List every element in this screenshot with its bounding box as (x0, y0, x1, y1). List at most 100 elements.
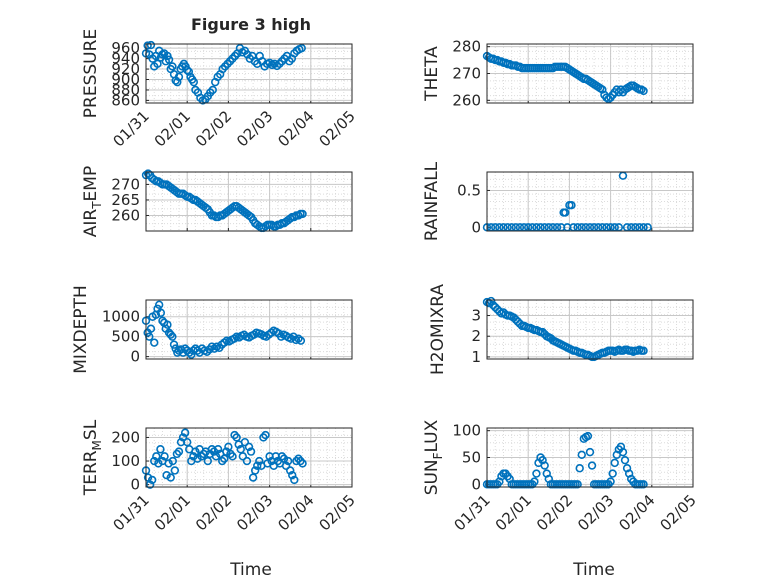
x-tick-label: 02/03 (574, 491, 617, 534)
data-point (248, 473, 258, 482)
data-point (178, 433, 188, 442)
data-point (573, 480, 582, 489)
y-tick-label: 100 (111, 452, 140, 470)
axes-frame (486, 299, 694, 360)
x-axis-label-left: Time (229, 560, 272, 580)
data-point (174, 447, 184, 456)
data-point (154, 459, 163, 468)
data-point (567, 200, 576, 210)
y-tick-label: 260 (452, 91, 481, 109)
x-tick-label: 02/05 (316, 491, 359, 534)
y-tick-label: 920 (111, 60, 140, 78)
panel-rainfall: 0.5 0 RAINFALL (422, 161, 694, 241)
data-point (145, 480, 155, 489)
x-tick-label: 01/31 (110, 107, 153, 150)
y-tick-label: 880 (111, 81, 140, 99)
data-point (202, 347, 212, 357)
data-point (577, 450, 586, 460)
y-tick-label: 3 (471, 307, 481, 325)
data-point (606, 477, 615, 486)
x-tick-label: 02/02 (192, 491, 235, 534)
data-point (244, 442, 254, 452)
y-axis-label-tail: SL (81, 419, 101, 440)
data-point (166, 473, 175, 482)
data-point (281, 461, 291, 470)
data-point (168, 332, 177, 341)
data-point (154, 300, 164, 309)
data-point (156, 308, 166, 317)
x-tick-label: 02/04 (615, 491, 658, 534)
data-point (222, 447, 231, 456)
data-point (298, 209, 307, 219)
y-axis-label-tail: EMP (81, 166, 101, 202)
data-point (288, 471, 297, 480)
y-tick-label: 0 (471, 218, 481, 236)
data-point (156, 445, 165, 454)
data-point (170, 466, 180, 475)
data-point (169, 340, 179, 349)
y-tick-label: 0 (471, 475, 481, 493)
y-axis-label-tail: LUX (422, 419, 442, 452)
y-axis-label: RAINFALL (422, 161, 442, 241)
data-point (585, 447, 595, 457)
data-point (152, 452, 161, 461)
data-point (620, 455, 630, 465)
data-point (158, 316, 167, 325)
data-point (211, 452, 221, 461)
axes-frame (145, 299, 353, 360)
y-axis-label: MIXDEPTH (71, 285, 91, 374)
data-point (193, 454, 202, 463)
data-point (213, 445, 223, 454)
panel-mixdepth: 1000 500 0 MIXDEPTH (71, 285, 353, 374)
data-point (187, 350, 196, 359)
panel-sun_flux: 100 50 0 SUNFLUX 01/3102/0102/0202/0302/0402… (422, 419, 700, 534)
data-point (639, 346, 648, 355)
data-point (530, 477, 539, 486)
y-axis-label-subscript: T (90, 201, 104, 210)
data-point (240, 437, 250, 447)
x-axis-label-right: Time (572, 560, 615, 580)
x-tick-label: 02/05 (316, 107, 359, 150)
data-point (298, 459, 307, 468)
axes-frame (145, 171, 353, 232)
y-tick-label: 1 (471, 348, 481, 366)
data-point (228, 452, 237, 461)
x-tick-label: 01/31 (451, 491, 494, 534)
y-axis-label: SUNFLUX (422, 419, 445, 495)
data-point (261, 430, 270, 440)
y-tick-label: 860 (111, 91, 140, 109)
y-tick-label: 1000 (102, 308, 140, 326)
x-tick-label: 02/05 (657, 491, 700, 534)
y-tick-label: 900 (111, 71, 140, 89)
y-axis-label-main: AIR (81, 209, 101, 238)
x-tick-label: 02/02 (533, 491, 576, 534)
y-tick-label: 260 (111, 206, 140, 224)
y-tick-label: 50 (462, 449, 481, 467)
data-point (575, 464, 584, 473)
data-point (583, 431, 593, 441)
data-point (255, 456, 264, 466)
data-point (183, 65, 192, 75)
data-point (639, 86, 648, 96)
x-tick-label: 02/01 (151, 107, 194, 150)
y-tick-label: 0 (130, 476, 140, 494)
y-tick-label: 200 (111, 428, 140, 446)
y-axis-label-main: TERR (81, 450, 101, 496)
data-point (191, 447, 200, 456)
data-point (189, 452, 198, 461)
data-point (180, 428, 190, 437)
data-point (163, 320, 172, 329)
x-tick-label: 02/02 (192, 107, 235, 150)
axes-frame (486, 171, 694, 232)
data-point (540, 461, 549, 470)
x-tick-label: 02/03 (233, 107, 276, 150)
x-tick-label: 02/01 (492, 491, 535, 534)
data-point (532, 469, 541, 478)
data-point (143, 41, 152, 50)
data-point (486, 296, 496, 306)
axes-frame (486, 43, 694, 104)
data-point (246, 447, 256, 456)
y-tick-label: 0.5 (457, 181, 481, 199)
